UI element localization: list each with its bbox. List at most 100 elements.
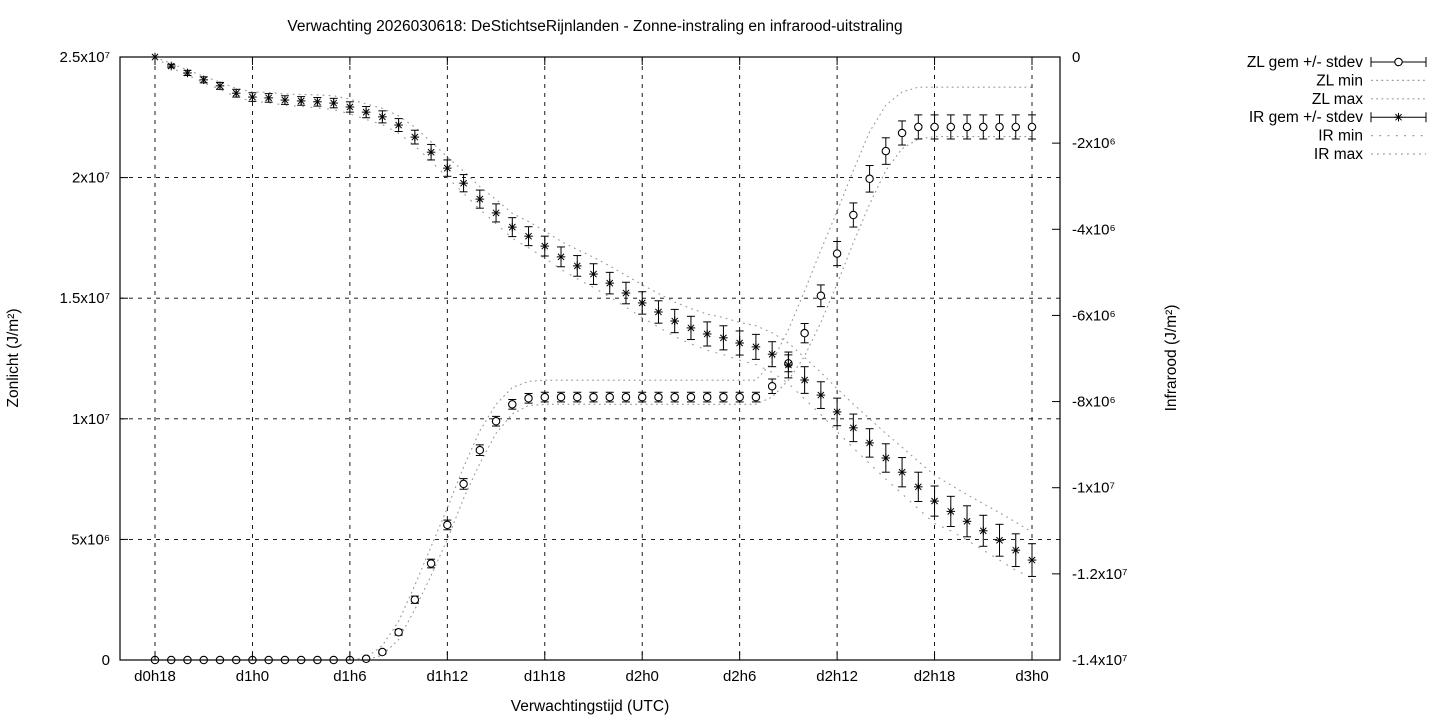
asterisk-marker bbox=[752, 343, 760, 351]
y-right-tick-label: -2x10⁶ bbox=[1072, 135, 1116, 152]
legend-entry-label: ZL min bbox=[1316, 72, 1363, 89]
envelope-lines bbox=[154, 56, 1033, 661]
chart-title: Verwachting 2026030618: DeStichtseRijnla… bbox=[287, 18, 902, 35]
asterisk-marker bbox=[492, 209, 500, 217]
asterisk-marker bbox=[297, 97, 305, 105]
circle-marker bbox=[540, 392, 550, 402]
circle-marker bbox=[881, 146, 891, 156]
circle-marker bbox=[491, 416, 501, 426]
circle-marker bbox=[426, 559, 436, 568]
legend-entry-label: ZL gem +/- stdev bbox=[1247, 54, 1363, 71]
asterisk-marker bbox=[849, 424, 857, 432]
plot-frame bbox=[119, 56, 1061, 661]
asterisk-marker bbox=[898, 468, 906, 476]
circle-marker bbox=[443, 520, 452, 530]
circle-marker bbox=[556, 392, 566, 402]
y-right-tick-label: -1.4x10⁷ bbox=[1072, 652, 1127, 669]
circle-marker bbox=[832, 249, 842, 258]
asterisk-marker bbox=[638, 299, 646, 307]
y-right-tick-label: -1x10⁷ bbox=[1072, 480, 1115, 497]
circle-marker bbox=[637, 392, 647, 402]
circle-marker bbox=[849, 210, 858, 220]
asterisk-marker bbox=[979, 527, 987, 535]
x-tick-label: d1h6 bbox=[333, 668, 366, 685]
asterisk-marker bbox=[395, 121, 403, 129]
asterisk-marker bbox=[882, 454, 890, 462]
circle-marker bbox=[751, 392, 761, 402]
tick-labels: d0h18 d1h0 d1h6 d1h12 d1h18 d2h0 d2h6 d2h12 d2h1… bbox=[60, 49, 1128, 685]
asterisk-marker bbox=[378, 113, 386, 121]
x-tick-label: d2h0 bbox=[626, 668, 659, 685]
y-right-tick-label: -6x10⁶ bbox=[1072, 307, 1116, 324]
x-tick-label: d2h12 bbox=[816, 668, 858, 685]
y-left-tick-label: 1x10⁷ bbox=[72, 411, 110, 428]
asterisk-marker bbox=[427, 148, 435, 156]
y-right-tick-label: -1.2x10⁷ bbox=[1072, 566, 1127, 583]
grid bbox=[120, 57, 1060, 660]
asterisk-marker bbox=[784, 361, 792, 369]
circle-marker bbox=[800, 328, 809, 338]
asterisk-marker bbox=[184, 69, 191, 77]
asterisk-marker bbox=[508, 223, 516, 231]
axis-ticks bbox=[120, 56, 1060, 661]
circle-marker bbox=[930, 122, 939, 132]
legend-entry-label: IR min bbox=[1318, 128, 1363, 145]
circle-marker bbox=[459, 479, 468, 489]
y-left-tick-label: 5x10⁶ bbox=[71, 531, 110, 548]
circle-marker bbox=[654, 392, 663, 402]
circle-marker bbox=[524, 394, 533, 403]
legend-entry-label: IR gem +/- stdev bbox=[1249, 109, 1363, 126]
legend-asterisk-marker bbox=[1395, 113, 1402, 121]
y-right-axis-label: Infrarood (J/m²) bbox=[1163, 305, 1180, 412]
x-axis-label: Verwachtingstijd (UTC) bbox=[511, 698, 670, 715]
asterisk-marker bbox=[719, 334, 727, 342]
asterisk-marker bbox=[768, 350, 776, 358]
circle-marker bbox=[508, 400, 517, 409]
asterisk-marker bbox=[557, 253, 565, 261]
asterisk-marker bbox=[703, 330, 711, 338]
circle-marker bbox=[946, 122, 956, 132]
circle-marker bbox=[394, 628, 403, 637]
asterisk-marker bbox=[330, 99, 338, 107]
circle-marker bbox=[914, 122, 923, 132]
x-tick-label: d1h0 bbox=[236, 668, 269, 685]
asterisk-marker bbox=[914, 483, 922, 491]
asterisk-marker bbox=[281, 96, 289, 104]
asterisk-marker bbox=[606, 279, 614, 287]
y-left-tick-label: 1.5x10⁷ bbox=[60, 290, 110, 307]
plot-border bbox=[119, 56, 1061, 661]
asterisk-marker bbox=[346, 103, 354, 111]
x-tick-label: d1h18 bbox=[524, 668, 566, 685]
zl-mean-series bbox=[150, 114, 1037, 665]
asterisk-marker bbox=[622, 289, 630, 297]
y-left-tick-label: 0 bbox=[102, 652, 110, 669]
asterisk-marker bbox=[362, 108, 370, 116]
x-tick-label: d2h6 bbox=[723, 668, 756, 685]
asterisk-marker bbox=[963, 517, 971, 525]
circle-marker bbox=[702, 392, 712, 402]
asterisk-marker bbox=[411, 133, 419, 141]
circle-marker bbox=[589, 392, 598, 402]
circle-marker bbox=[897, 128, 907, 138]
asterisk-marker bbox=[866, 439, 874, 447]
y-left-tick-label: 2x10⁷ bbox=[72, 170, 110, 187]
asterisk-marker bbox=[931, 497, 939, 505]
asterisk-marker bbox=[476, 195, 484, 203]
asterisk-marker bbox=[200, 76, 208, 84]
circle-marker bbox=[410, 595, 420, 604]
asterisk-marker bbox=[443, 164, 451, 172]
asterisk-marker bbox=[232, 89, 240, 97]
circle-marker bbox=[621, 392, 631, 402]
circle-marker bbox=[816, 291, 826, 301]
data-series bbox=[150, 52, 1037, 665]
circle-marker bbox=[962, 122, 972, 132]
y-right-tick-label: 0 bbox=[1072, 49, 1080, 66]
asterisk-marker bbox=[996, 536, 1003, 544]
ir-envelope-line bbox=[154, 56, 1033, 579]
asterisk-marker bbox=[525, 232, 532, 240]
asterisk-marker bbox=[655, 308, 662, 316]
asterisk-marker bbox=[265, 94, 273, 102]
asterisk-marker bbox=[1012, 546, 1020, 554]
